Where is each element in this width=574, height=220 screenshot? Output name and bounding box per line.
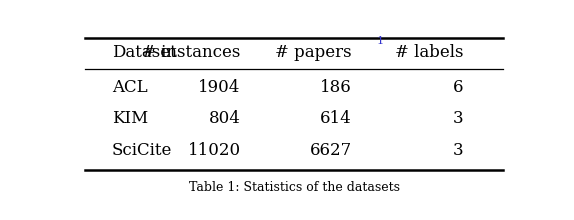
Text: ACL: ACL	[112, 79, 148, 96]
Text: 186: 186	[320, 79, 352, 96]
Text: # papers: # papers	[276, 44, 352, 61]
Text: # labels: # labels	[395, 44, 463, 61]
Text: Table 1: Statistics of the datasets: Table 1: Statistics of the datasets	[189, 181, 400, 194]
Text: 6: 6	[453, 79, 463, 96]
Text: 1: 1	[377, 36, 383, 46]
Text: 3: 3	[452, 110, 463, 127]
Text: SciCite: SciCite	[112, 141, 172, 159]
Text: KIM: KIM	[112, 110, 148, 127]
Text: 614: 614	[320, 110, 352, 127]
Text: 6627: 6627	[310, 141, 352, 159]
Text: # instances: # instances	[142, 44, 241, 61]
Text: 11020: 11020	[188, 141, 241, 159]
Text: 3: 3	[452, 141, 463, 159]
Text: Dataset: Dataset	[112, 44, 177, 61]
Text: 804: 804	[209, 110, 241, 127]
Text: 1904: 1904	[199, 79, 241, 96]
